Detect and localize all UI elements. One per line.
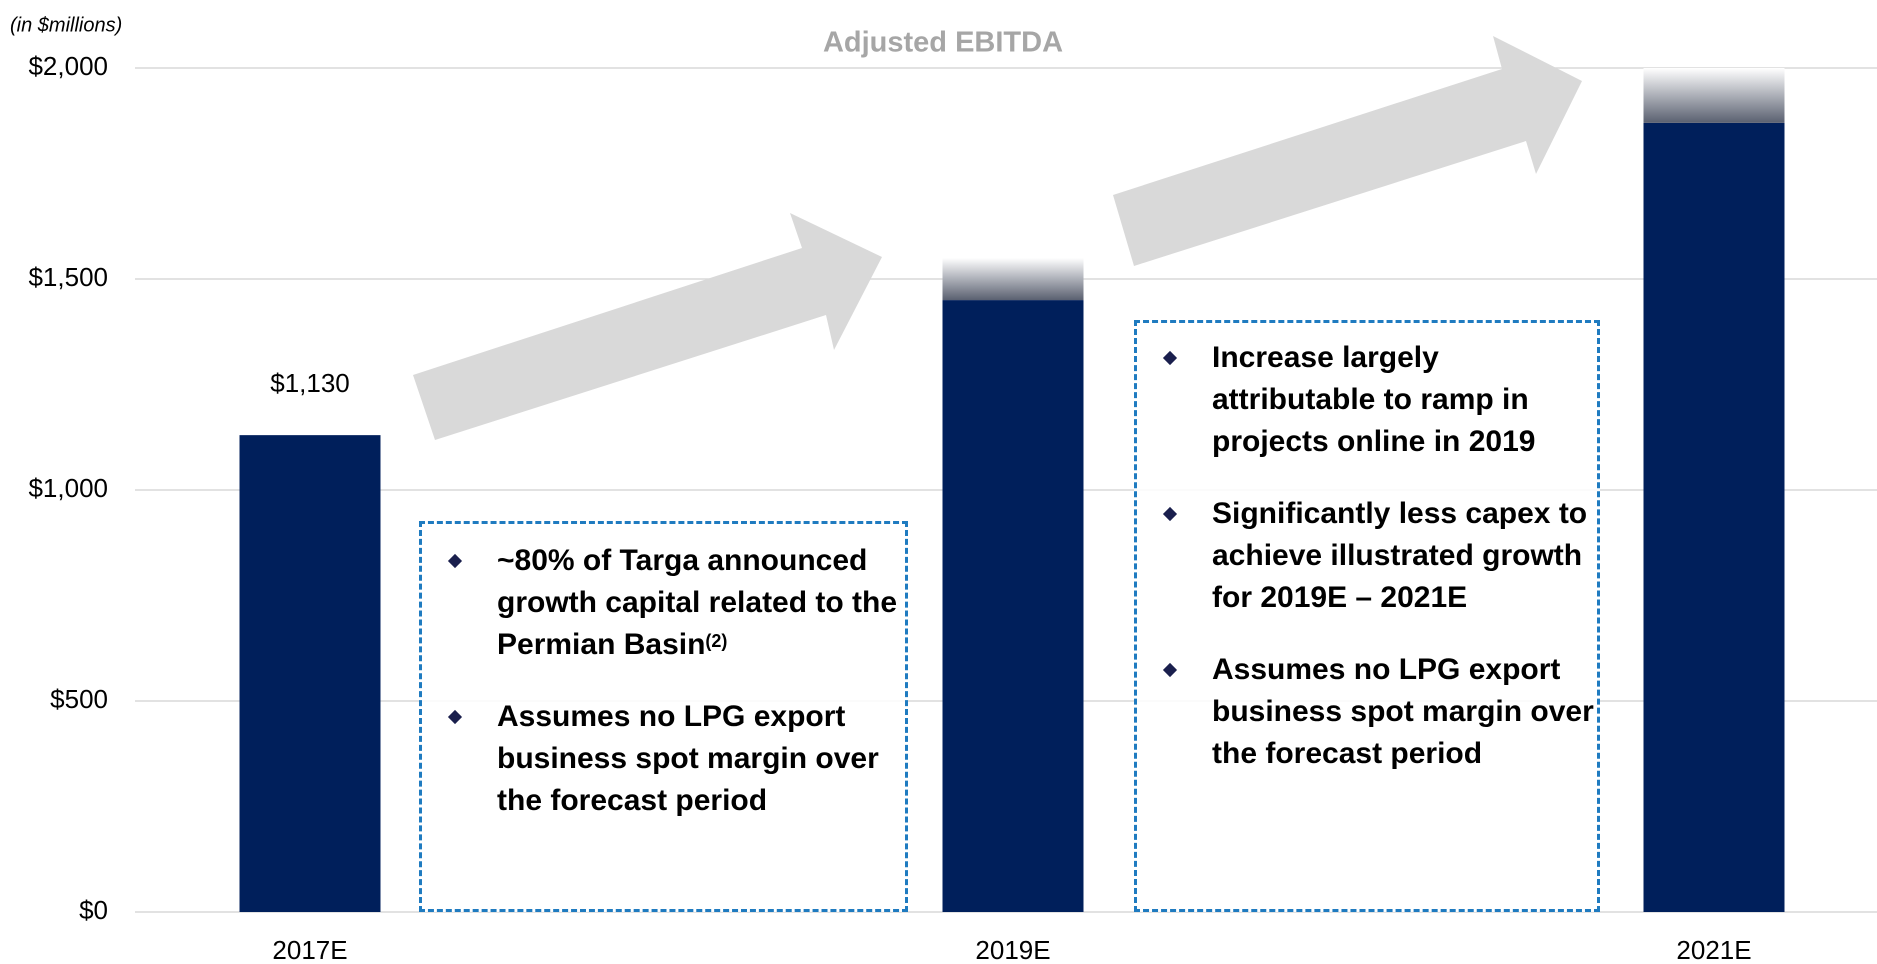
bullet: Increase largely attributable to ramp in… bbox=[1137, 337, 1597, 463]
bullet: ~80% of Targa announced growth capital r… bbox=[422, 540, 905, 666]
bar bbox=[942, 300, 1084, 913]
chart-title: Adjusted EBITDA bbox=[823, 27, 1063, 59]
bullet: Assumes no LPG export business spot marg… bbox=[422, 696, 905, 822]
bullet-text: Significantly less capex to achieve illu… bbox=[1212, 497, 1588, 614]
growth-arrow bbox=[1113, 36, 1582, 266]
bullet-list: ~80% of Targa announced growth capital r… bbox=[422, 540, 905, 822]
bullet-text: ~80% of Targa announced growth capital r… bbox=[497, 544, 898, 661]
bullet-text: Assumes no LPG export business spot marg… bbox=[1212, 653, 1594, 770]
y-tick-label: $500 bbox=[50, 684, 108, 714]
note-box: Increase largely attributable to ramp in… bbox=[1134, 320, 1600, 912]
bullet: Assumes no LPG export business spot marg… bbox=[1137, 649, 1597, 775]
bar bbox=[239, 435, 381, 912]
bullet-list: Increase largely attributable to ramp in… bbox=[1137, 337, 1597, 775]
bar-upside bbox=[1643, 68, 1785, 123]
note-box: ~80% of Targa announced growth capital r… bbox=[419, 521, 908, 912]
y-tick-label: $0 bbox=[79, 895, 108, 925]
footnote-ref: (2) bbox=[705, 631, 728, 651]
y-tick-label: $1,500 bbox=[28, 262, 108, 292]
bullet-text: Increase largely attributable to ramp in… bbox=[1212, 341, 1536, 458]
bar-upside bbox=[942, 257, 1084, 301]
growth-arrow bbox=[413, 213, 882, 440]
x-tick-label: 2019E bbox=[975, 935, 1050, 964]
y-tick-label: $2,000 bbox=[28, 51, 108, 81]
bullet: Significantly less capex to achieve illu… bbox=[1137, 493, 1597, 619]
value-label: $1,130 bbox=[270, 368, 350, 398]
y-tick-label: $1,000 bbox=[28, 473, 108, 503]
bar bbox=[1643, 122, 1785, 913]
unit-note: (in $millions) bbox=[10, 14, 122, 36]
x-tick-label: 2021E bbox=[1676, 935, 1751, 964]
x-tick-label: 2017E bbox=[272, 935, 347, 964]
bullet-text: Assumes no LPG export business spot marg… bbox=[497, 700, 879, 817]
